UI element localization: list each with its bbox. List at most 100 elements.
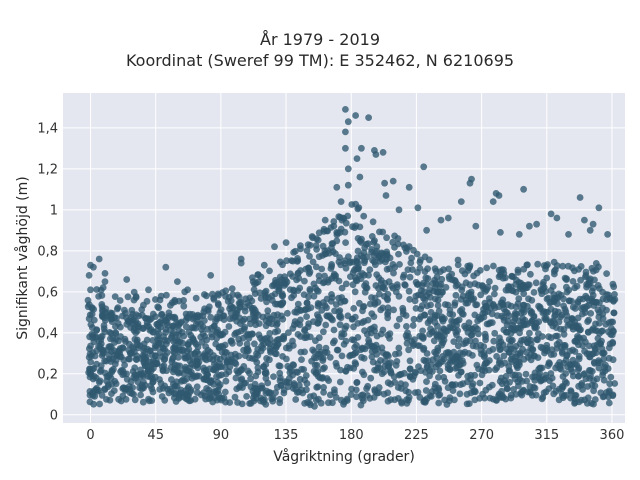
data-point [328,315,335,322]
data-point [132,311,140,318]
data-point [545,333,552,341]
y-tick-label: 1 [50,203,58,218]
data-point [599,315,607,322]
data-point-outlier [85,272,93,279]
data-point-outlier [589,220,597,228]
data-points [84,106,619,410]
data-point [236,340,244,347]
data-point [343,397,351,404]
data-point [594,282,602,289]
data-point [158,393,166,400]
data-point [269,397,277,405]
data-point [354,235,362,242]
data-point [151,373,159,381]
data-point [262,317,270,324]
data-point [587,367,594,374]
data-point-outlier [101,278,109,285]
data-point [99,350,107,358]
data-point-outlier [395,206,403,214]
data-point [476,315,484,323]
data-point [603,306,610,314]
data-point [490,262,497,270]
data-point [373,366,381,374]
data-point [532,279,540,287]
data-point [221,348,229,356]
data-point [491,290,498,298]
data-point-outlier [308,233,316,240]
data-point [342,264,350,272]
data-point [517,283,525,290]
y-tick-label: 0,8 [37,244,58,259]
data-point [481,352,488,359]
data-point [591,396,599,403]
data-point [321,272,328,280]
data-point [285,329,292,336]
data-point [536,369,543,377]
data-point [119,367,127,375]
data-point [275,362,283,370]
data-point [563,379,570,387]
data-point [457,368,465,376]
data-point-outlier [565,231,572,238]
data-point [422,397,429,405]
data-point [186,397,193,405]
data-point [143,297,151,305]
data-point [475,330,482,338]
data-point [572,392,580,399]
data-point-outlier [381,179,388,187]
data-point [544,261,551,268]
data-point [264,339,272,347]
data-point [191,395,199,403]
data-point [454,261,462,269]
data-point [406,357,414,365]
data-point [556,364,564,372]
data-point [319,365,327,373]
data-point [419,327,426,335]
data-point [558,385,566,392]
data-point-outlier [344,165,352,173]
data-point [524,354,532,361]
data-point [342,280,350,288]
data-point [90,373,98,380]
data-point [107,335,114,343]
data-point [248,297,256,305]
data-point [137,366,144,374]
data-point [337,314,345,322]
data-point [189,372,197,380]
data-point [473,269,481,277]
data-point [359,270,366,277]
data-point [401,244,409,252]
data-point-outlier [365,114,372,121]
data-point [351,288,359,296]
data-point [313,384,321,391]
data-point [156,386,164,393]
data-point [214,378,222,386]
data-point-outlier [372,151,380,158]
data-point [420,279,427,287]
data-point-outlier [358,144,365,152]
data-point [130,288,138,296]
data-point [315,229,323,237]
data-point [98,391,106,399]
data-point [401,281,409,289]
data-point [477,291,485,299]
data-point [279,292,287,300]
data-point [180,297,188,304]
data-point [472,337,479,345]
data-point [563,317,571,324]
data-point [603,291,611,298]
data-point [231,393,239,401]
data-point-outlier [342,144,349,152]
data-point [133,372,141,379]
data-point [537,343,545,351]
data-point [473,301,481,309]
data-point-outlier [466,179,474,187]
data-point [491,284,499,292]
x-tick-label: 225 [404,428,429,443]
data-point [200,389,208,396]
data-point [400,271,408,279]
data-point [476,379,484,387]
data-point [297,348,305,356]
data-point [585,342,593,350]
